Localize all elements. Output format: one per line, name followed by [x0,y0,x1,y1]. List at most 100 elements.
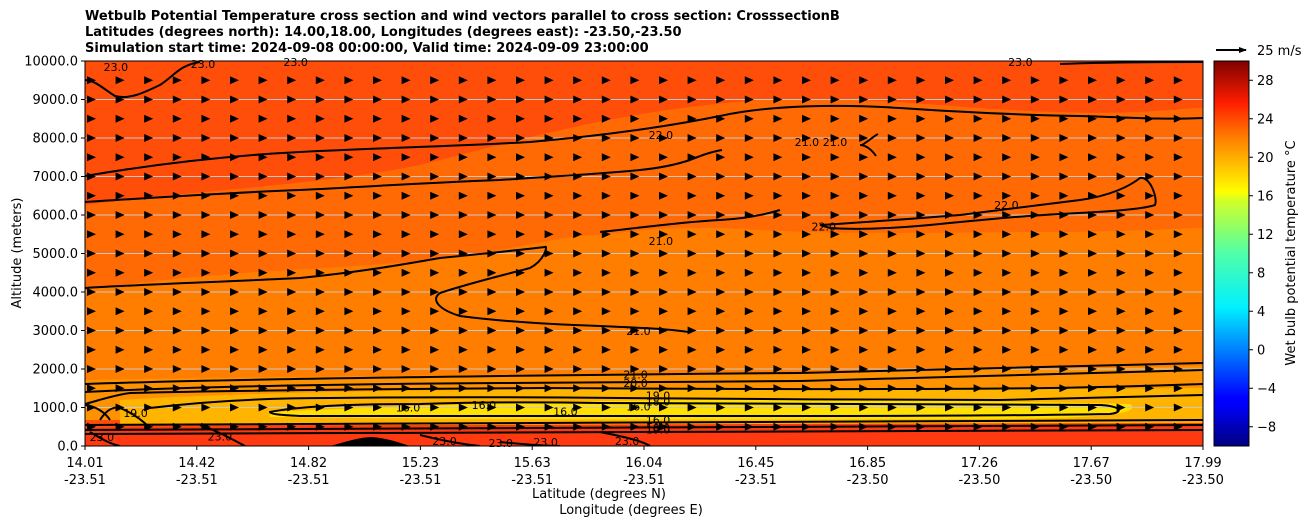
wind-vector-arrow [1030,326,1040,335]
wind-vector-arrow [601,422,611,431]
contour-label: 21.0 [649,235,674,248]
contour-label: 23.0 [208,430,233,443]
wind-vector-arrow [344,268,354,277]
wind-vector-arrow [258,191,268,200]
wind-vector-arrow [630,326,640,335]
wind-vector-arrow [401,153,411,162]
wind-vector-arrow [945,288,954,296]
wind-vector-arrow [773,114,783,123]
wind-vector-arrow [344,384,354,393]
wind-vector-arrow [487,345,497,354]
wind-vector-arrow [315,76,325,85]
wind-vector-arrow [802,307,811,316]
wind-vector-arrow [1059,403,1069,412]
contour-label: 22.0 [994,199,1019,212]
wind-vector-arrow [945,230,954,239]
wind-vector-arrow [430,268,440,277]
wind-vector-arrow [544,114,554,123]
wind-vector-arrow [201,153,211,162]
wind-vector-arrow [230,76,239,85]
wind-vector-arrow [1088,114,1097,123]
wind-vector-arrow [802,76,811,85]
wind-vector-arrow [172,365,182,373]
x-tick-label-lon: -23.51 [64,473,106,488]
wind-vector-arrow [87,326,96,335]
wind-vector-arrow [830,114,840,123]
wind-vector-arrow [201,365,211,373]
wind-vector-arrow [115,326,125,335]
wind-vector-arrow [401,172,411,181]
x-tick-label-lat: 14.01 [66,456,103,471]
wind-vector-arrow [430,211,440,219]
wind-vector-arrow [87,76,96,85]
wind-vector-arrow [401,76,411,85]
wind-vector-arrow [1002,288,1012,296]
wind-vector-arrow [315,403,325,412]
wind-vector-arrow [230,95,239,104]
wind-vector-arrow [945,153,954,162]
wind-vector-arrow [516,211,525,219]
wind-vector-arrow [687,307,697,316]
wind-vector-arrow [144,326,154,335]
x-tick-label-lon: -23.51 [511,473,553,488]
wind-vector-arrow [144,288,154,296]
wind-vector-arrow [744,326,754,335]
wind-vector-arrow [373,95,382,104]
wind-vector-arrow [401,249,411,258]
wind-vector-arrow [287,384,297,393]
wind-vector-arrow [1145,422,1155,431]
contour-23-surface [89,424,651,446]
wind-vector-arrow [659,249,668,258]
wind-vector-arrow [887,172,897,181]
wind-vector-arrow [201,134,211,142]
wind-vector-arrow [601,345,611,354]
wind-vector-arrow [687,288,697,296]
wind-vector-arrow [344,288,354,296]
wind-vector-arrow [744,403,754,412]
wind-vector-arrow [973,345,983,354]
wind-vector-arrow [830,211,840,219]
wind-vector-arrow [1145,76,1155,85]
wind-vector-arrow [487,307,497,316]
wind-vector-arrow [744,384,754,393]
wind-vector-arrow [1002,422,1012,431]
wind-vector-arrow [458,249,468,258]
wind-vector-arrow [258,365,268,373]
wind-vector-arrow [458,384,468,393]
wind-vector-arrow [573,365,583,373]
wind-vector-arrow [916,211,926,219]
wind-vector-arrow [945,114,954,123]
wind-vector-arrow [716,345,726,354]
wind-vector-arrow [401,307,411,316]
wind-vector-arrow [859,307,869,316]
wind-vector-arrow [373,307,382,316]
wind-vector-arrow [859,249,869,258]
wind-vector-arrow [773,365,783,373]
wind-vector-arrow [144,95,154,104]
wind-vector-arrow [1116,230,1126,239]
wind-vector-arrow [773,345,783,354]
wind-vector-arrow [344,249,354,258]
wind-vector-arrow [659,95,668,104]
wind-vector-arrow [802,422,811,431]
wind-vector-arrow [258,76,268,85]
wind-vector-arrow [802,230,811,239]
wind-vector-arrow [144,422,154,431]
wind-vector-arrow [315,384,325,393]
wind-vector-arrow [144,153,154,162]
wind-vector-arrow [744,172,754,181]
wind-vector-arrow [1030,230,1040,239]
wind-vector-arrow [1030,249,1040,258]
x-tick-label-lon: -23.50 [1070,473,1112,488]
wind-vector-arrow [544,153,554,162]
wind-vector-arrow [601,134,611,142]
wind-vector-arrow [315,95,325,104]
wind-vector-arrow [973,172,983,181]
wind-vector-arrow [87,288,96,296]
contour-label: 23.0 [488,437,513,450]
wind-vector-arrow [430,134,440,142]
wind-vector-arrow [1030,114,1040,123]
wind-vector-arrow [172,95,182,104]
wind-vector-arrow [659,172,668,181]
wind-vector-arrow [945,95,954,104]
